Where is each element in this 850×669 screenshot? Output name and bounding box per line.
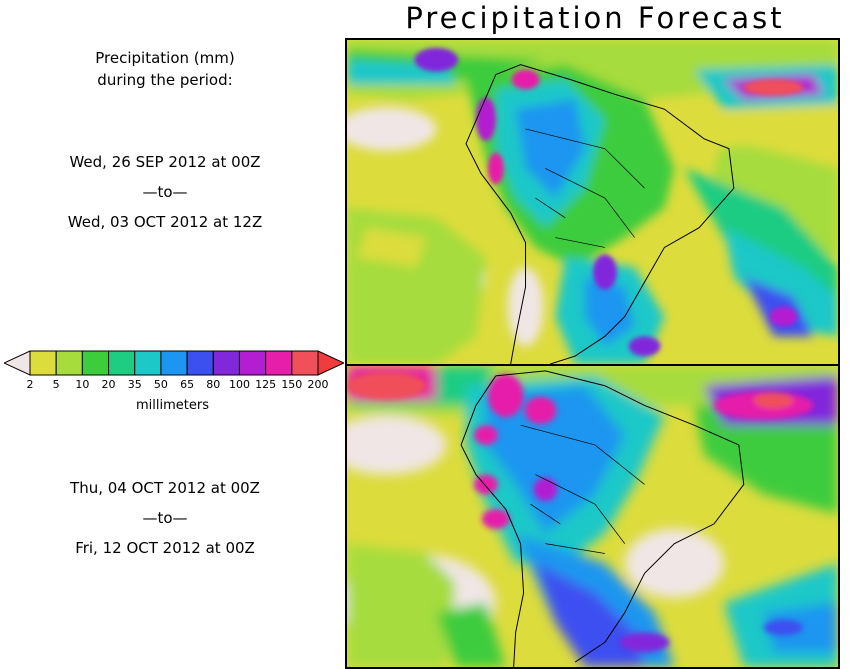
- colorbar-tick-label: 50: [153, 378, 168, 391]
- colorbar-tick-label: 20: [101, 378, 116, 391]
- colorbar-swatch: [265, 350, 293, 376]
- colorbar-swatch: [81, 350, 110, 376]
- period-2-sep: —to—: [142, 509, 188, 527]
- colorbar-graphic: [4, 350, 344, 376]
- period-1: Wed, 26 SEP 2012 at 00Z —to— Wed, 03 OCT…: [0, 151, 330, 233]
- colorbar-tick-label: 200: [307, 378, 329, 391]
- colorbar-tick-label: 125: [255, 378, 277, 391]
- period-1-start: Wed, 26 SEP 2012 at 00Z: [69, 153, 261, 171]
- precipitation-map-1: [347, 40, 838, 364]
- precip-field: [347, 40, 838, 364]
- coastline: [465, 64, 735, 364]
- colorbar: [4, 350, 344, 376]
- colorbar-swatch: [160, 350, 188, 376]
- period-2-end: Fri, 12 OCT 2012 at 00Z: [75, 539, 255, 557]
- colorbar-tick-label: 5: [52, 378, 60, 391]
- colorbar-tick-label: 150: [281, 378, 303, 391]
- borders: [525, 128, 645, 248]
- legend-heading: Precipitation (mm) during the period:: [0, 47, 330, 91]
- colorbar-tick-label: 35: [127, 378, 142, 391]
- colorbar-swatch: [186, 350, 214, 376]
- period-2: Thu, 04 OCT 2012 at 00Z —to— Fri, 12 OCT…: [0, 477, 330, 559]
- colorbar-tick-label: 80: [206, 378, 221, 391]
- map-panel-period-1: [345, 38, 840, 366]
- colorbar-under-arrow: [4, 350, 31, 376]
- colorbar-swatch: [212, 350, 240, 376]
- borders: [520, 424, 645, 554]
- colorbar-swatch: [108, 350, 136, 376]
- map-panel-period-2: [345, 364, 840, 669]
- heavy-rain-cells: [414, 47, 804, 357]
- period-1-end: Wed, 03 OCT 2012 at 12Z: [67, 213, 263, 231]
- colorbar-unit: millimeters: [136, 398, 209, 413]
- colorbar-over-arrow: [317, 350, 344, 376]
- legend-heading-line1: Precipitation (mm): [95, 49, 235, 67]
- legend-heading-line2: during the period:: [97, 71, 233, 89]
- coastline: [460, 370, 745, 667]
- page-title: Precipitation Forecast: [405, 1, 785, 35]
- colorbar-swatch: [29, 350, 57, 376]
- colorbar-labels: 2 5 10 20 35 50 65 80 100 125 150 200: [0, 378, 345, 392]
- colorbar-tick-label: 100: [228, 378, 250, 391]
- colorbar-swatch: [134, 350, 162, 376]
- colorbar-swatch: [291, 350, 319, 376]
- colorbar-swatch: [55, 350, 83, 376]
- period-2-start: Thu, 04 OCT 2012 at 00Z: [70, 479, 260, 497]
- colorbar-tick-label: 2: [26, 378, 34, 391]
- heavy-rain-cells: [347, 371, 814, 653]
- colorbar-tick-label: 65: [180, 378, 195, 391]
- colorbar-tick-label: 10: [75, 378, 90, 391]
- period-1-sep: —to—: [142, 183, 188, 201]
- colorbar-swatch: [238, 350, 267, 376]
- precipitation-map-2: [347, 366, 838, 667]
